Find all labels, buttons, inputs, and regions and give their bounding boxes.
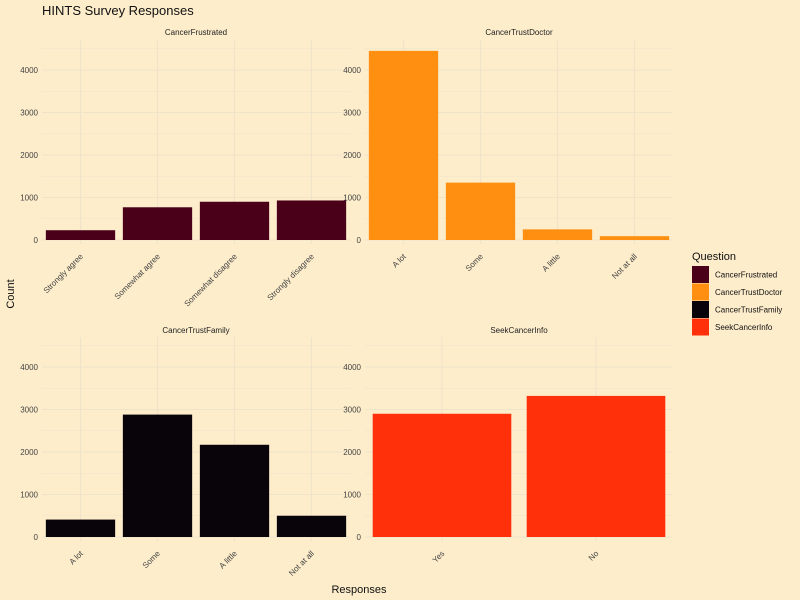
facet-strip-label: CancerTrustFamily (162, 326, 229, 335)
y-tick-label: 3000 (20, 406, 38, 415)
bar-cancertrustfamily-0 (45, 519, 116, 537)
y-axis-title: Count (5, 279, 17, 308)
panel-cancertrustfamily: CancerTrustFamily 0 1000 2000 3000 4000 A lot S… (20, 326, 350, 578)
legend-label: SeekCancerInfo (715, 323, 773, 332)
legend-label: CancerTrustFamily (715, 306, 782, 315)
bar-cancerfrustrated-0 (45, 230, 116, 240)
y-tick-label: 4000 (20, 66, 38, 75)
bar-cancerfrustrated-1 (122, 207, 193, 240)
y-tick-label: 0 (357, 236, 362, 245)
bar-cancertrustdoctor-3 (599, 236, 670, 240)
y-tick-label: 1000 (343, 491, 361, 500)
facet-panels: CancerFrustrated 0 1000 2000 3000 4000 Strongl… (20, 28, 673, 578)
x-tick-label: A little (217, 549, 239, 571)
y-tick-label: 4000 (20, 363, 38, 372)
facet-strip-label: SeekCancerInfo (490, 326, 548, 335)
y-tick-label: 1000 (343, 194, 361, 203)
y-tick-label: 0 (357, 533, 362, 542)
facet-strip-label: CancerTrustDoctor (485, 28, 553, 37)
facet-strip-label: CancerFrustrated (165, 28, 227, 37)
y-tick-label: 2000 (20, 448, 38, 457)
legend-swatch (692, 266, 709, 283)
y-tick-label: 3000 (20, 109, 38, 118)
y-tick-label: 3000 (343, 406, 361, 415)
x-tick-label: No (587, 549, 601, 563)
x-tick-label: A lot (391, 252, 409, 270)
legend-label: CancerFrustrated (715, 271, 777, 280)
legend: Question CancerFrustrated CancerTrustDoct… (692, 251, 783, 336)
legend-label: CancerTrustDoctor (715, 288, 783, 297)
bar-cancertrustfamily-1 (122, 414, 193, 537)
bar-cancertrustdoctor-0 (368, 50, 439, 240)
panel-cancerfrustrated: CancerFrustrated 0 1000 2000 3000 4000 Strongl… (20, 28, 350, 308)
y-tick-label: 1000 (20, 491, 38, 500)
x-tick-label: Strongly disagree (266, 252, 317, 303)
panel-cancertrustdoctor: CancerTrustDoctor 0 1000 2000 3000 4000 A lot S… (343, 28, 673, 281)
bar-cancertrustfamily-2 (199, 444, 270, 537)
bar-cancerfrustrated-3 (276, 200, 347, 240)
legend-title: Question (692, 251, 736, 263)
x-tick-label: Some (464, 252, 486, 274)
legend-swatch (692, 301, 709, 318)
y-tick-label: 4000 (343, 363, 361, 372)
bar-seekcancerinfo-1 (526, 395, 666, 537)
y-tick-label: 1000 (20, 194, 38, 203)
y-tick-label: 2000 (343, 151, 361, 160)
bar-cancertrustdoctor-2 (522, 229, 593, 240)
y-tick-label: 0 (34, 236, 39, 245)
y-tick-label: 3000 (343, 109, 361, 118)
legend-swatch (692, 318, 709, 336)
y-tick-label: 2000 (20, 151, 38, 160)
x-tick-label: Not at all (287, 549, 316, 578)
x-tick-label: Yes (431, 549, 447, 565)
y-tick-label: 2000 (343, 448, 361, 457)
x-tick-label: Strongly agree (42, 252, 86, 296)
y-tick-label: 4000 (343, 66, 361, 75)
x-axis-title: Responses (331, 584, 387, 596)
bar-cancertrustfamily-3 (276, 515, 347, 537)
bar-cancertrustdoctor-1 (445, 182, 516, 240)
chart-title: HINTS Survey Responses (42, 3, 194, 18)
x-tick-label: Somewhat agree (113, 252, 163, 302)
x-tick-label: Some (141, 549, 163, 571)
bar-seekcancerinfo-0 (372, 413, 512, 537)
bar-cancerfrustrated-2 (199, 201, 270, 240)
x-tick-label: Somewhat disagree (183, 252, 240, 309)
x-tick-label: A lot (68, 549, 86, 567)
panel-seekcancerinfo: SeekCancerInfo 0 1000 2000 3000 4000 Yes No (343, 326, 673, 565)
x-tick-label: Not at all (610, 252, 639, 281)
legend-swatch (692, 283, 709, 301)
x-tick-label: A little (540, 252, 562, 274)
y-tick-label: 0 (34, 533, 39, 542)
